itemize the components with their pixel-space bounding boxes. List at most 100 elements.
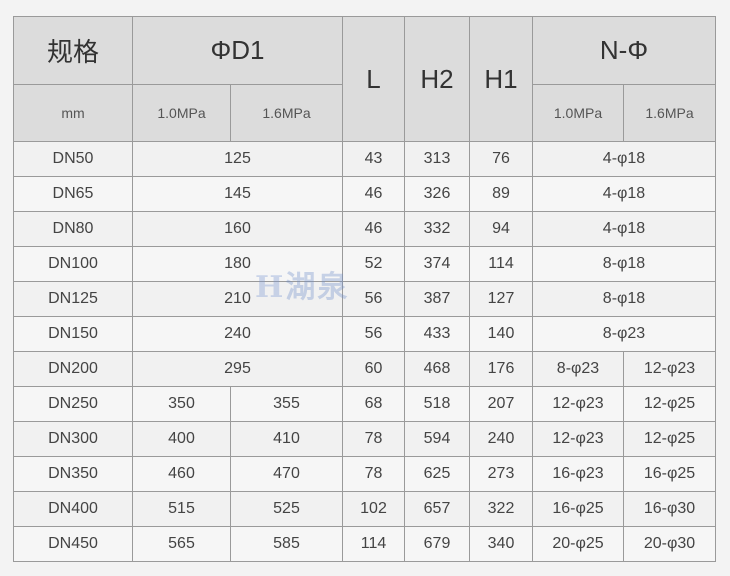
cell-h2: 332 [404, 211, 470, 247]
cell-h2: 594 [404, 421, 470, 457]
header-n-1.0mpa: 1.0MPa [532, 84, 624, 142]
cell-n-1.6mpa: 12-φ23 [623, 351, 716, 387]
cell-n-phi: 8-φ23 [532, 316, 716, 352]
cell-n-phi: 8-φ18 [532, 246, 716, 282]
header-spec: 规格 [13, 16, 133, 85]
cell-l: 52 [342, 246, 405, 282]
cell-n-1.0mpa: 8-φ23 [532, 351, 624, 387]
cell-l: 46 [342, 176, 405, 212]
cell-d1-1.0mpa: 400 [132, 421, 231, 457]
cell-h1: 94 [469, 211, 533, 247]
cell-n-phi: 4-φ18 [532, 176, 716, 212]
cell-h2: 433 [404, 316, 470, 352]
cell-h1: 176 [469, 351, 533, 387]
cell-d1-1.6mpa: 410 [230, 421, 343, 457]
header-d1-1.6mpa: 1.6MPa [230, 84, 343, 142]
cell-h2: 313 [404, 141, 470, 177]
cell-spec: DN100 [13, 246, 133, 282]
cell-l: 68 [342, 386, 405, 422]
cell-n-1.6mpa: 12-φ25 [623, 421, 716, 457]
cell-h2: 468 [404, 351, 470, 387]
cell-d1: 210 [132, 281, 343, 317]
cell-n-phi: 4-φ18 [532, 211, 716, 247]
cell-h2: 374 [404, 246, 470, 282]
cell-h2: 387 [404, 281, 470, 317]
flange-spec-table: 规格 ΦD1 L H2 H1 N-Φ mm 1.0MPa 1.6MPa 1.0M… [13, 16, 716, 562]
header-h1: H1 [469, 16, 533, 142]
cell-d1-1.0mpa: 515 [132, 491, 231, 527]
cell-l: 114 [342, 526, 405, 562]
cell-n-1.6mpa: 20-φ30 [623, 526, 716, 562]
cell-n-1.6mpa: 16-φ30 [623, 491, 716, 527]
table-row: DN50 125 43 313 76 4-φ18 [13, 141, 716, 177]
header-n-1.6mpa: 1.6MPa [623, 84, 716, 142]
cell-h1: 240 [469, 421, 533, 457]
cell-d1-1.6mpa: 525 [230, 491, 343, 527]
cell-d1: 125 [132, 141, 343, 177]
cell-n-phi: 8-φ18 [532, 281, 716, 317]
cell-d1-1.6mpa: 355 [230, 386, 343, 422]
header-l: L [342, 16, 405, 142]
cell-h1: 140 [469, 316, 533, 352]
cell-h2: 518 [404, 386, 470, 422]
cell-n-phi: 4-φ18 [532, 141, 716, 177]
cell-d1: 295 [132, 351, 343, 387]
header-n-phi: N-Φ [532, 16, 716, 85]
cell-spec: DN50 [13, 141, 133, 177]
cell-d1-1.0mpa: 565 [132, 526, 231, 562]
table-row: DN200 295 60 468 176 8-φ23 12-φ23 [13, 351, 716, 387]
cell-l: 102 [342, 491, 405, 527]
cell-n-1.0mpa: 20-φ25 [532, 526, 624, 562]
table-row: DN150 240 56 433 140 8-φ23 [13, 316, 716, 352]
cell-spec: DN65 [13, 176, 133, 212]
cell-l: 46 [342, 211, 405, 247]
cell-n-1.0mpa: 16-φ25 [532, 491, 624, 527]
table-row: DN350 460 470 78 625 273 16-φ23 16-φ25 [13, 456, 716, 492]
table-row: DN300 400 410 78 594 240 12-φ23 12-φ25 [13, 421, 716, 457]
cell-spec: DN200 [13, 351, 133, 387]
cell-spec: DN300 [13, 421, 133, 457]
cell-d1-1.6mpa: 470 [230, 456, 343, 492]
cell-l: 56 [342, 316, 405, 352]
cell-h1: 76 [469, 141, 533, 177]
cell-n-1.0mpa: 16-φ23 [532, 456, 624, 492]
table-row: DN80 160 46 332 94 4-φ18 [13, 211, 716, 247]
header-d1-1.0mpa: 1.0MPa [132, 84, 231, 142]
cell-d1-1.0mpa: 460 [132, 456, 231, 492]
cell-h2: 326 [404, 176, 470, 212]
table-row: DN250 350 355 68 518 207 12-φ23 12-φ25 [13, 386, 716, 422]
table-row: DN100 180 52 374 114 8-φ18 [13, 246, 716, 282]
cell-d1-1.0mpa: 350 [132, 386, 231, 422]
cell-n-1.0mpa: 12-φ23 [532, 421, 624, 457]
header-unit: mm [13, 84, 133, 142]
cell-l: 43 [342, 141, 405, 177]
cell-l: 60 [342, 351, 405, 387]
cell-d1-1.6mpa: 585 [230, 526, 343, 562]
cell-spec: DN250 [13, 386, 133, 422]
cell-n-1.6mpa: 16-φ25 [623, 456, 716, 492]
cell-l: 56 [342, 281, 405, 317]
cell-h1: 207 [469, 386, 533, 422]
cell-h1: 114 [469, 246, 533, 282]
table-row: DN65 145 46 326 89 4-φ18 [13, 176, 716, 212]
cell-h1: 89 [469, 176, 533, 212]
table-row: DN125 210 56 387 127 8-φ18 [13, 281, 716, 317]
cell-spec: DN400 [13, 491, 133, 527]
cell-spec: DN80 [13, 211, 133, 247]
cell-h1: 273 [469, 456, 533, 492]
cell-d1: 240 [132, 316, 343, 352]
cell-spec: DN125 [13, 281, 133, 317]
cell-l: 78 [342, 421, 405, 457]
cell-d1: 145 [132, 176, 343, 212]
cell-h2: 625 [404, 456, 470, 492]
cell-l: 78 [342, 456, 405, 492]
cell-n-1.0mpa: 12-φ23 [532, 386, 624, 422]
table-row: DN450 565 585 114 679 340 20-φ25 20-φ30 [13, 526, 716, 562]
cell-h2: 657 [404, 491, 470, 527]
cell-h1: 340 [469, 526, 533, 562]
cell-spec: DN150 [13, 316, 133, 352]
cell-d1: 160 [132, 211, 343, 247]
cell-h2: 679 [404, 526, 470, 562]
cell-spec: DN350 [13, 456, 133, 492]
header-d1: ΦD1 [132, 16, 343, 85]
